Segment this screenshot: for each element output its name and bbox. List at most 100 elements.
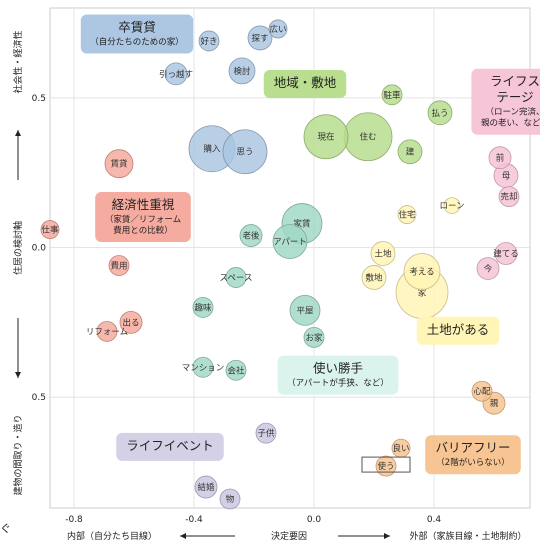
cluster-label: ライフイベント: [116, 432, 224, 461]
bubble: 今: [476, 257, 500, 280]
bubble-label: アパート: [273, 238, 307, 248]
bubble-label: スペース: [220, 273, 253, 283]
bubble-circle: [361, 265, 387, 290]
bubble-label: 仕事: [41, 225, 59, 236]
bubble: 駐車: [381, 84, 403, 106]
x-axis-left-arrowhead: [180, 533, 186, 539]
bubble-circle: [443, 197, 461, 215]
bubble: 使う: [375, 455, 397, 477]
bubble: 前: [488, 146, 512, 170]
bubble-label: 今: [484, 263, 493, 274]
bubble-circle: [289, 294, 321, 326]
y-axis-top-label: 社会性・経済性: [12, 30, 24, 93]
bubble: 探す: [247, 25, 273, 51]
cluster-box: [80, 14, 194, 54]
bubble: 建てる: [493, 242, 519, 265]
x-axis-right-label: 外部（家族目線・土地制約）: [409, 530, 526, 542]
bubble-label: 検討: [233, 66, 251, 77]
y-tick-label: 0.0: [32, 244, 47, 254]
bubble-circle: [471, 380, 493, 402]
cluster-label: バリアフリー （2階がいらない）: [425, 435, 521, 475]
bubble: 売却: [498, 186, 520, 208]
bubble-label: 敷地: [365, 272, 383, 283]
bubble-circle: [403, 253, 441, 290]
y-axis-down-arrowhead: [15, 372, 21, 378]
bubble-circle: [375, 455, 397, 477]
bubble-label: 使う: [377, 461, 394, 472]
bubble: 住宅: [397, 205, 417, 224]
bubble-label: 売却: [500, 192, 517, 203]
bubble-label: 母: [502, 172, 511, 182]
bubble: 物: [219, 488, 241, 510]
cluster-box: [263, 70, 347, 99]
bubble-circle: [303, 326, 325, 348]
bubble: お家: [303, 326, 325, 348]
bubble: 趣味: [192, 297, 214, 318]
cluster-title: 経済性重視: [112, 197, 175, 212]
bubble: 土地: [370, 241, 396, 266]
bubble: 平屋: [289, 294, 321, 326]
bubble-label: 前: [496, 153, 505, 164]
corner-mark: ぐ: [0, 522, 11, 535]
highlight-box: [361, 456, 411, 473]
bubble: 払う: [427, 100, 453, 126]
bubble-circle: [397, 139, 423, 165]
bubble-label: リフォーム: [86, 327, 128, 337]
cluster-box: [416, 316, 500, 345]
y-tick-label: 0.5: [32, 393, 46, 403]
bubble-label: 良い: [392, 443, 409, 454]
bubble-circle: [239, 224, 263, 247]
bubble: 敷地: [361, 265, 387, 290]
x-tick-label: -0.8: [65, 515, 83, 525]
bubble-circle: [194, 475, 218, 499]
cluster-subtitle: （家賃／リフォーム: [105, 214, 181, 225]
bubble-circle: [198, 30, 220, 52]
bubble-label: 引っ越す: [159, 69, 193, 80]
x-axis-right-arrowhead: [384, 533, 390, 539]
bubble-label: 建: [406, 147, 415, 158]
bubble: スペース: [220, 267, 253, 288]
bubble-label: 建てる: [493, 249, 519, 260]
bubble-label: 家賃: [293, 219, 311, 230]
bubble-circle: [164, 62, 188, 86]
bubble: 出る: [119, 310, 143, 334]
cluster-subtitle: 親の老い、など）: [481, 118, 540, 129]
bubble-label: 賃貸: [110, 159, 128, 170]
cluster-box: [425, 435, 521, 475]
bubble: 好き: [198, 30, 220, 52]
bubble-label: 思う: [236, 148, 253, 158]
bubble-label: 結婚: [197, 482, 215, 493]
bubble-circle: [247, 25, 273, 51]
bubble-circle: [225, 359, 247, 381]
bubble-label: 好き: [200, 36, 217, 47]
cluster-label: 土地がある: [416, 316, 500, 345]
bubble-label: 費用: [110, 260, 127, 271]
bubble-label: 考える: [409, 267, 434, 277]
bubble-circle: [108, 255, 130, 276]
bubble-circle: [40, 220, 60, 239]
bubble: 引っ越す: [159, 62, 193, 86]
bubble-circle: [219, 488, 241, 510]
cluster-label: 地域・敷地: [263, 70, 347, 99]
bubble-circle: [494, 242, 518, 265]
bubble-circle: [272, 224, 308, 259]
bubble-circle: [488, 146, 512, 170]
y-axis-up-arrowhead: [15, 130, 21, 136]
x-axis-center-label: 決定要因: [271, 530, 307, 542]
bubble: 心配: [471, 380, 493, 402]
bubble-label: 老後: [242, 231, 260, 242]
bubble-label: 現在: [317, 132, 334, 143]
bubble-circle: [222, 129, 268, 175]
bubble: アパート: [272, 224, 308, 259]
bubble: マンション: [182, 356, 224, 378]
cluster-label: 卒賃貸 （自分たちのための家）: [80, 14, 194, 54]
bubble-label: 購入: [203, 144, 221, 155]
bubble-circle: [268, 19, 288, 39]
bubble-circle: [370, 241, 396, 266]
bubble-label: 住宅: [398, 210, 415, 221]
bubble-label: 土地: [374, 249, 392, 260]
cluster-box: [95, 191, 191, 242]
